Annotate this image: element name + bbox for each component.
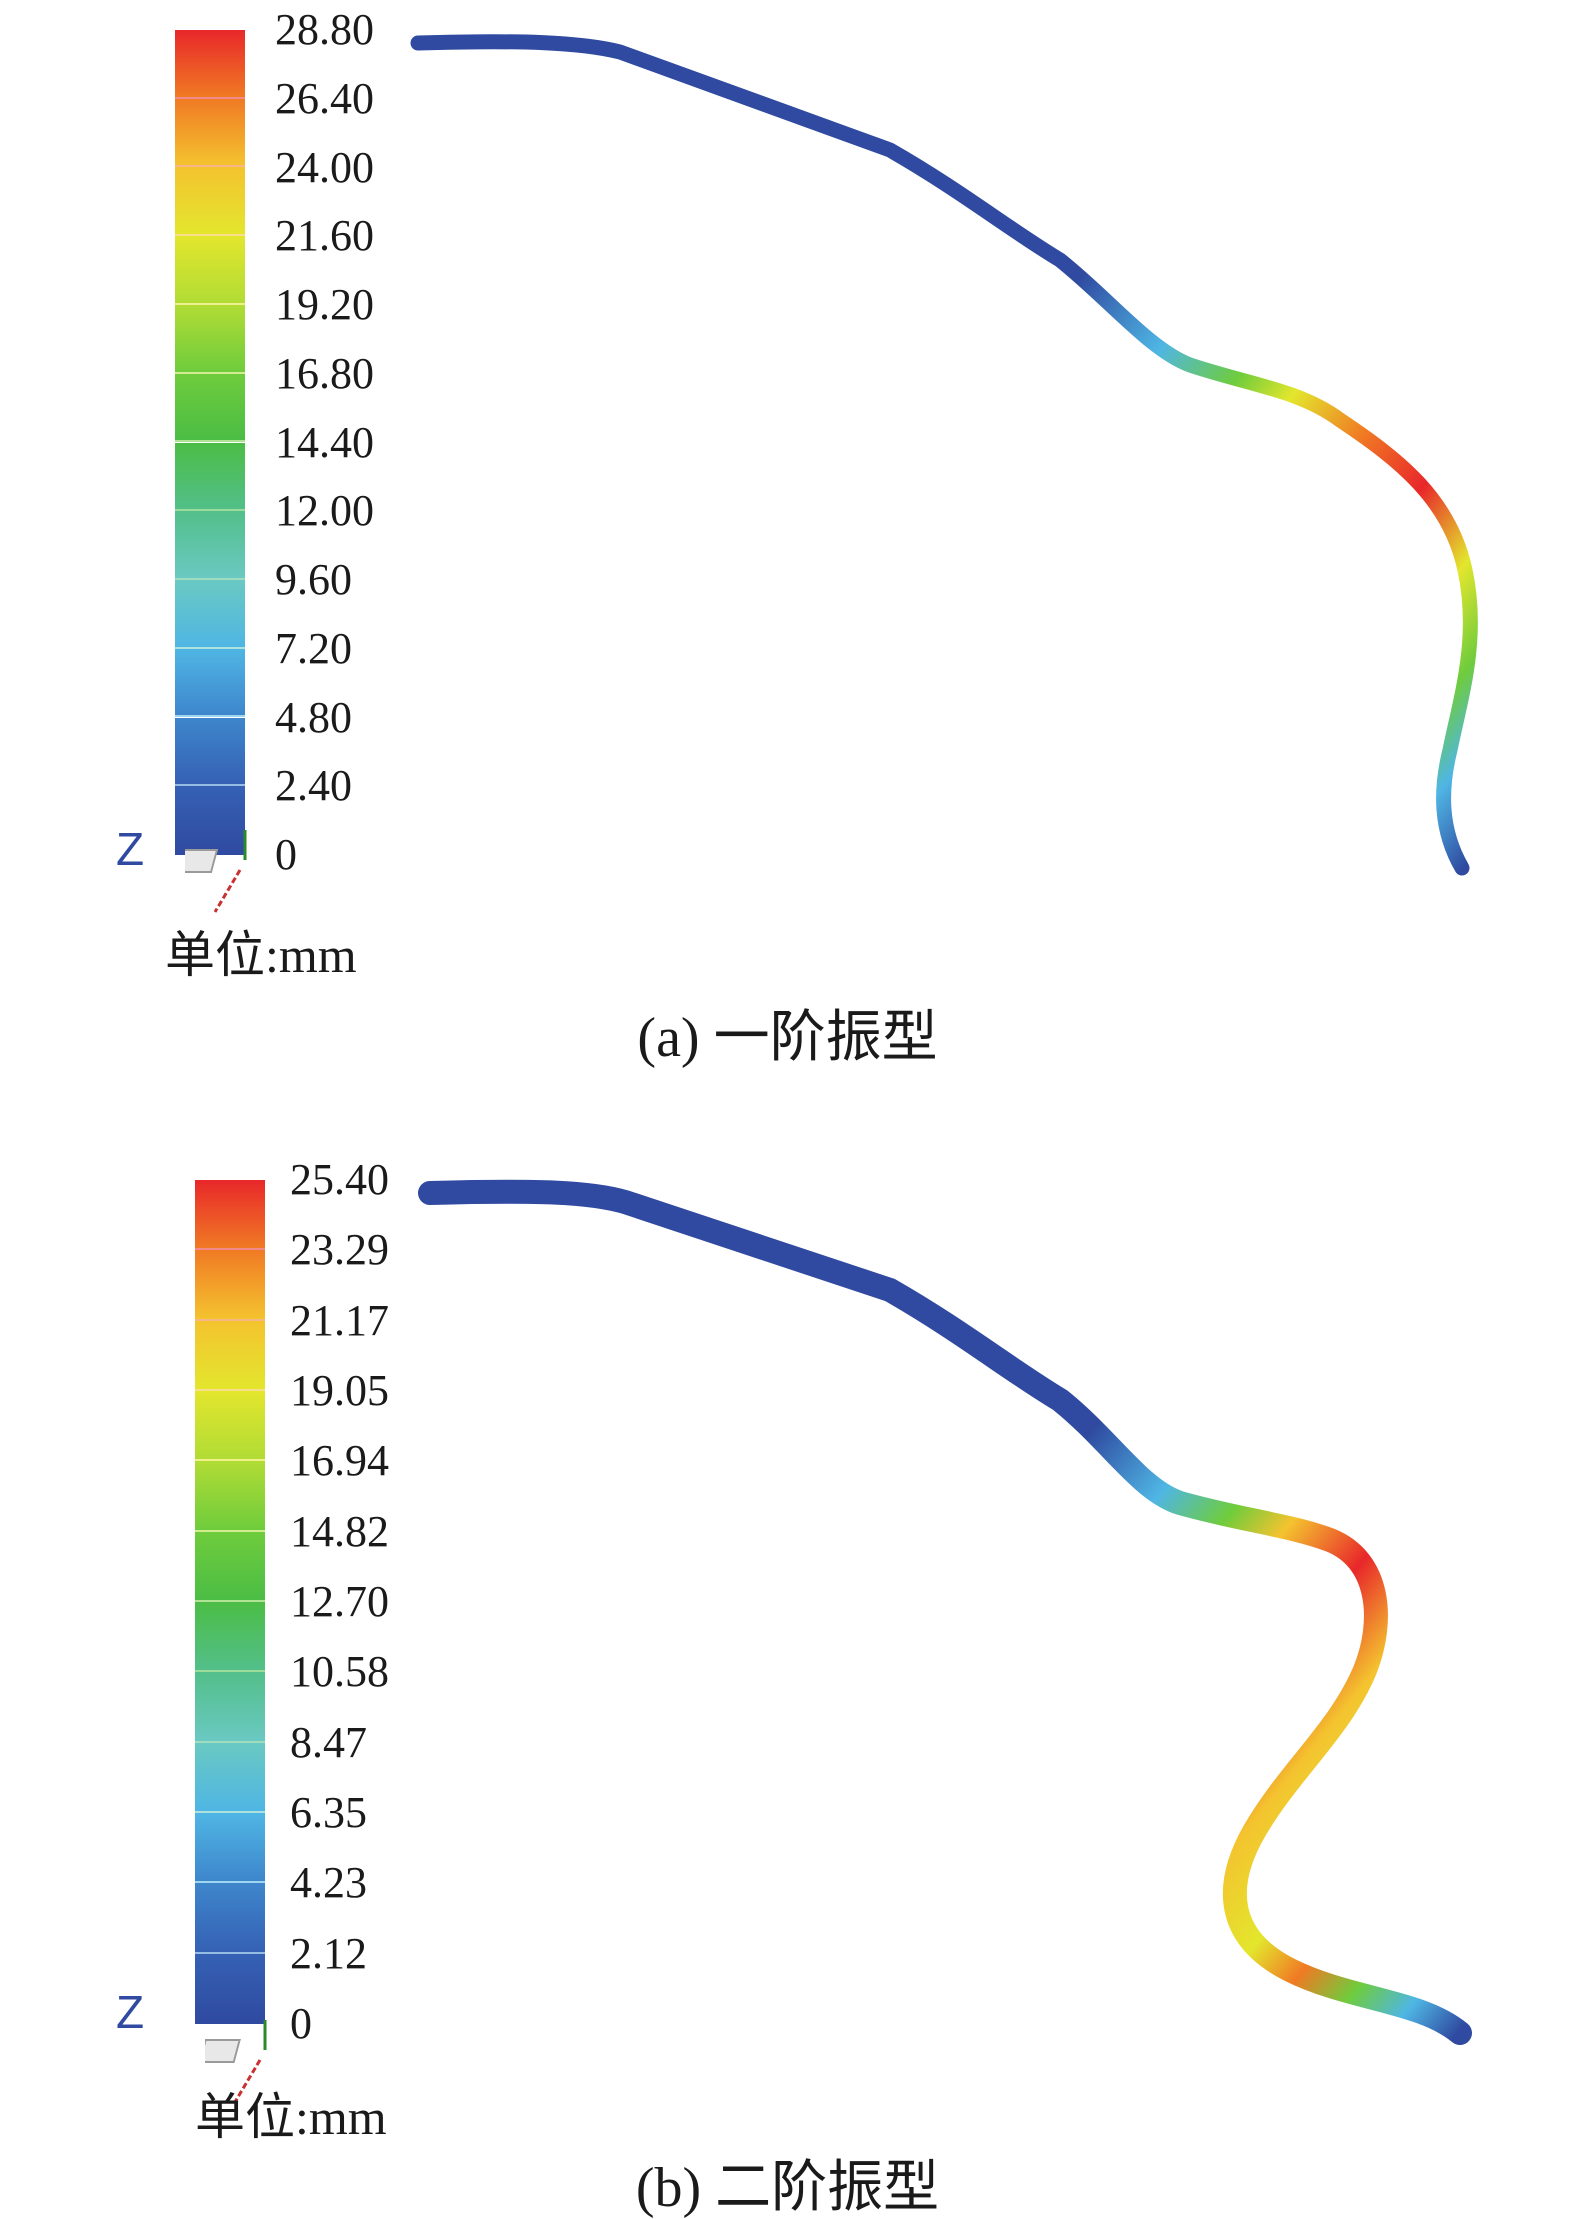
colorbar-tick-label: 24.00 bbox=[275, 142, 374, 192]
colorbar-tick-label: 14.40 bbox=[275, 417, 374, 467]
colorbar-segment bbox=[175, 511, 245, 580]
colorbar-segment bbox=[195, 1953, 265, 2024]
pipe-body bbox=[410, 34, 1478, 876]
colorbar-segment bbox=[195, 1742, 265, 1813]
colorbar-tick-label: 21.17 bbox=[290, 1295, 389, 1345]
pipe-body bbox=[418, 1179, 1472, 2045]
colorbar-tick-label: 4.80 bbox=[275, 692, 352, 742]
colorbar-tick-label: 9.60 bbox=[275, 555, 352, 604]
colorbar-tick-label: 14.82 bbox=[290, 1506, 389, 1556]
colorbar-segment bbox=[175, 786, 245, 855]
colorbar bbox=[175, 30, 245, 855]
colorbar-segment bbox=[195, 1602, 265, 1673]
unit-label: 单位:mm bbox=[195, 2089, 387, 2145]
colorbar-tick-label: 21.60 bbox=[275, 211, 374, 261]
colorbar-tick-label: 4.23 bbox=[290, 1858, 367, 1908]
colorbar-tick-label: 2.12 bbox=[290, 1928, 367, 1978]
colorbar-segment bbox=[175, 717, 245, 787]
colorbar-segment bbox=[195, 1250, 265, 1321]
caption: (a) 一阶振型 bbox=[637, 1007, 938, 1069]
colorbar-tick-label: 25.40 bbox=[290, 1155, 389, 1204]
colorbar-segment bbox=[195, 1461, 265, 1532]
z-axis-label: Z bbox=[116, 1986, 145, 2038]
colorbar-segment bbox=[195, 1320, 265, 1391]
colorbar-tick-label: 12.70 bbox=[290, 1577, 389, 1626]
colorbar-segment bbox=[175, 30, 245, 99]
colorbar-tick-label: 8.47 bbox=[290, 1717, 367, 1767]
colorbar-tick-label: 16.80 bbox=[275, 348, 374, 398]
colorbar-tick-label: 26.40 bbox=[275, 73, 374, 123]
colorbar-tick-label: 0 bbox=[290, 1999, 312, 2048]
colorbar-tick-label: 23.29 bbox=[290, 1225, 389, 1275]
colorbar-segment bbox=[175, 98, 245, 168]
panel-second-mode: 25.40 23.29 21.17 19.05 16.94 14.82 12.70 10.58… bbox=[0, 1140, 1575, 2219]
colorbar-tick-label: 10.58 bbox=[290, 1647, 389, 1697]
colorbar-tick-label: 28.80 bbox=[275, 5, 374, 54]
colorbar-segment bbox=[195, 1531, 265, 1602]
colorbar-segment bbox=[175, 236, 245, 305]
axis-triad-icon bbox=[185, 830, 247, 913]
colorbar-segment bbox=[175, 373, 245, 443]
colorbar-tick-label: 19.20 bbox=[275, 280, 374, 329]
panel-first-mode: 28.80 26.40 24.00 21.60 19.20 16.80 14.40 12.00… bbox=[0, 0, 1575, 1090]
colorbar-tick-label: 6.35 bbox=[290, 1788, 367, 1837]
colorbar-tick-label: 0 bbox=[275, 830, 297, 879]
colorbar-segment bbox=[195, 1813, 265, 1884]
colorbar-segment bbox=[175, 648, 245, 718]
colorbar-tick-label: 7.20 bbox=[275, 623, 352, 673]
colorbar-tick-label: 2.40 bbox=[275, 761, 352, 811]
colorbar-segment bbox=[195, 1672, 265, 1743]
colorbar-tick-label: 19.05 bbox=[290, 1366, 389, 1415]
colorbar bbox=[195, 1180, 265, 2024]
colorbar-segment bbox=[195, 1883, 265, 1954]
unit-label: 单位:mm bbox=[165, 927, 357, 983]
colorbar-segment bbox=[195, 1391, 265, 1462]
colorbar-segment bbox=[175, 167, 245, 237]
colorbar-segment bbox=[175, 304, 245, 374]
caption: (b) 二阶振型 bbox=[635, 2157, 940, 2219]
axis-triad-icon bbox=[205, 2020, 267, 2103]
z-axis-label: Z bbox=[116, 823, 145, 875]
colorbar-segment bbox=[175, 442, 245, 512]
pipe-mode-shape bbox=[410, 34, 1478, 876]
pipe-mode-shape bbox=[418, 1179, 1472, 2045]
colorbar-tick-label: 12.00 bbox=[275, 486, 374, 536]
colorbar-segment bbox=[175, 579, 245, 649]
colorbar-segment bbox=[195, 1180, 265, 1251]
colorbar-tick-label: 16.94 bbox=[290, 1436, 389, 1486]
